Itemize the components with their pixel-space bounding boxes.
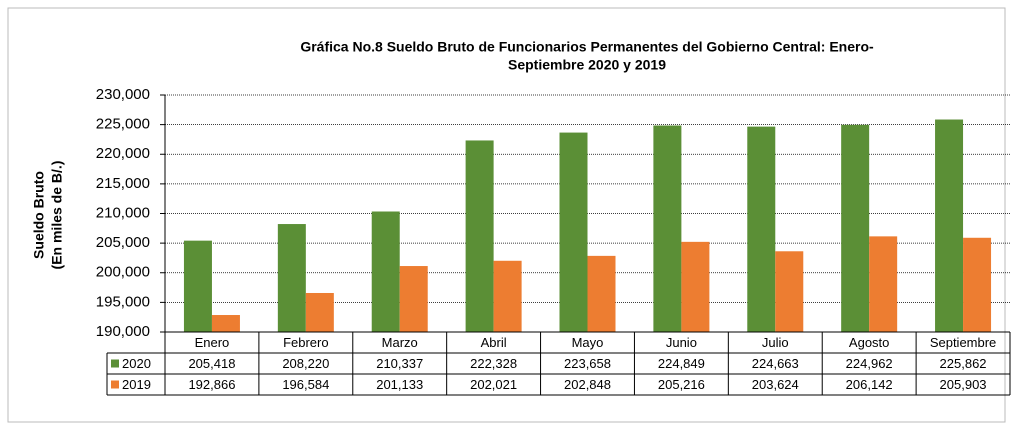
table-cell: 203,624 bbox=[752, 377, 799, 392]
table-cell: 205,903 bbox=[940, 377, 987, 392]
table-cell: 202,848 bbox=[564, 377, 611, 392]
table-cell: 210,337 bbox=[376, 356, 423, 371]
x-tick-label: Febrero bbox=[283, 335, 329, 350]
bar bbox=[493, 260, 522, 332]
y-tick-label: 215,000 bbox=[96, 175, 150, 192]
bar bbox=[305, 292, 334, 332]
bar bbox=[747, 126, 776, 332]
table-cell: 205,418 bbox=[188, 356, 235, 371]
bar bbox=[935, 119, 964, 333]
x-tick-label: Junio bbox=[666, 335, 697, 350]
y-tick-label: 190,000 bbox=[96, 323, 150, 340]
table-cell: 224,962 bbox=[846, 356, 893, 371]
bar bbox=[211, 315, 240, 332]
legend-swatch bbox=[111, 359, 119, 368]
chart-title: Septiembre 2020 y 2019 bbox=[508, 57, 666, 73]
bar bbox=[399, 266, 428, 332]
y-tick-label: 220,000 bbox=[96, 145, 150, 162]
bar bbox=[963, 237, 992, 332]
table-cell: 201,133 bbox=[376, 377, 423, 392]
table-cell: 224,663 bbox=[752, 356, 799, 371]
bar bbox=[277, 224, 306, 332]
table-cell: 206,142 bbox=[846, 377, 893, 392]
x-tick-label: Mayo bbox=[572, 335, 604, 350]
table-cell: 192,866 bbox=[188, 377, 235, 392]
x-tick-label: Agosto bbox=[849, 335, 889, 350]
table-cell: 208,220 bbox=[282, 356, 329, 371]
y-axis-label: (En miles de B/.) bbox=[49, 161, 65, 270]
bar bbox=[653, 125, 682, 332]
legend-label: 2020 bbox=[122, 356, 151, 371]
x-tick-label: Julio bbox=[762, 335, 789, 350]
bar bbox=[559, 132, 588, 332]
bar bbox=[681, 241, 710, 332]
table-cell: 205,216 bbox=[658, 377, 705, 392]
bar bbox=[371, 211, 400, 332]
bar bbox=[465, 140, 494, 332]
x-tick-label: Abril bbox=[481, 335, 507, 350]
bar bbox=[841, 124, 870, 332]
x-tick-label: Marzo bbox=[382, 335, 418, 350]
bar bbox=[183, 240, 212, 332]
table-cell: 225,862 bbox=[940, 356, 987, 371]
table-cell: 224,849 bbox=[658, 356, 705, 371]
x-tick-label: Enero bbox=[195, 335, 230, 350]
chart-title: Gráfica No.8 Sueldo Bruto de Funcionario… bbox=[300, 39, 874, 55]
legend-label: 2019 bbox=[122, 377, 151, 392]
y-tick-label: 210,000 bbox=[96, 204, 150, 221]
y-tick-label: 225,000 bbox=[96, 116, 150, 133]
table-cell: 202,021 bbox=[470, 377, 517, 392]
y-tick-label: 230,000 bbox=[96, 86, 150, 103]
y-tick-label: 195,000 bbox=[96, 293, 150, 310]
chart-frame bbox=[7, 7, 1006, 423]
table-cell: 196,584 bbox=[282, 377, 329, 392]
table-cell: 223,658 bbox=[564, 356, 611, 371]
bar bbox=[869, 236, 898, 332]
y-tick-label: 205,000 bbox=[96, 234, 150, 251]
y-axis-label: Sueldo Bruto bbox=[31, 171, 47, 259]
legend-swatch bbox=[111, 380, 119, 389]
bar bbox=[587, 255, 616, 332]
bar bbox=[775, 251, 804, 332]
y-tick-label: 200,000 bbox=[96, 264, 150, 281]
x-tick-label: Septiembre bbox=[930, 335, 996, 350]
table-cell: 222,328 bbox=[470, 356, 517, 371]
